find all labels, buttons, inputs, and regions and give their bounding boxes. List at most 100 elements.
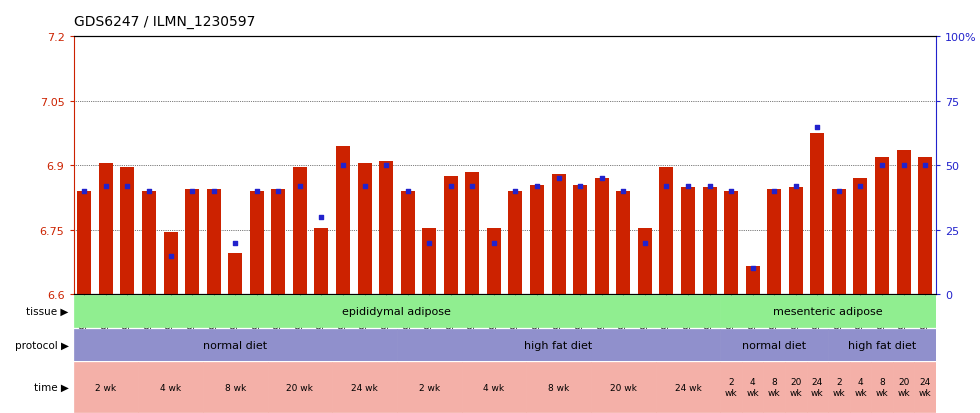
Point xyxy=(615,188,631,195)
Point xyxy=(314,214,329,221)
Point xyxy=(572,183,588,190)
Bar xyxy=(656,363,720,412)
Text: 20 wk: 20 wk xyxy=(286,383,314,392)
Bar xyxy=(250,192,264,294)
Point xyxy=(809,124,825,131)
Point xyxy=(745,266,760,272)
Point xyxy=(292,183,308,190)
Point xyxy=(551,176,566,182)
Text: 4 wk: 4 wk xyxy=(483,383,505,392)
Bar xyxy=(893,363,914,412)
Bar xyxy=(897,151,910,294)
Text: 2 wk: 2 wk xyxy=(418,383,440,392)
Bar xyxy=(401,192,415,294)
Bar xyxy=(74,329,397,361)
Point xyxy=(421,240,437,247)
Text: 24 wk: 24 wk xyxy=(674,383,702,392)
Point xyxy=(766,188,782,195)
Bar xyxy=(720,363,742,412)
Bar xyxy=(850,363,871,412)
Text: 24
wk: 24 wk xyxy=(919,377,931,397)
Point xyxy=(270,188,286,195)
Point xyxy=(853,183,868,190)
Text: GDS6247 / ILMN_1230597: GDS6247 / ILMN_1230597 xyxy=(74,15,255,29)
Text: 24
wk: 24 wk xyxy=(811,377,823,397)
Point xyxy=(120,183,135,190)
Bar xyxy=(789,188,803,294)
Point xyxy=(680,183,696,190)
Bar xyxy=(918,157,932,294)
Text: 20
wk: 20 wk xyxy=(898,377,909,397)
Bar xyxy=(397,329,720,361)
Bar xyxy=(444,177,458,294)
Point xyxy=(917,163,933,169)
Point xyxy=(874,163,890,169)
Text: 8
wk: 8 wk xyxy=(768,377,780,397)
Point xyxy=(141,188,157,195)
Point xyxy=(400,188,416,195)
Point xyxy=(788,183,804,190)
Bar xyxy=(268,363,332,412)
Bar xyxy=(121,168,134,294)
Text: 20
wk: 20 wk xyxy=(790,377,802,397)
Text: 4 wk: 4 wk xyxy=(160,383,181,392)
Bar xyxy=(854,179,867,294)
Bar xyxy=(724,192,738,294)
Point xyxy=(184,188,200,195)
Bar xyxy=(358,164,371,294)
Bar xyxy=(720,295,936,328)
Point xyxy=(508,188,523,195)
Bar xyxy=(742,363,763,412)
Bar xyxy=(164,233,177,294)
Bar xyxy=(785,363,807,412)
Point xyxy=(486,240,502,247)
Text: 24 wk: 24 wk xyxy=(351,383,378,392)
Bar xyxy=(871,363,893,412)
Bar xyxy=(807,363,828,412)
Bar xyxy=(832,190,846,294)
Point xyxy=(659,183,674,190)
Point xyxy=(443,183,459,190)
Point xyxy=(594,176,610,182)
Bar xyxy=(315,228,328,294)
Bar xyxy=(379,161,393,294)
Bar xyxy=(462,363,526,412)
Bar xyxy=(332,363,397,412)
Bar xyxy=(207,190,220,294)
Point xyxy=(249,188,265,195)
Point xyxy=(896,163,911,169)
Point xyxy=(98,183,114,190)
Bar xyxy=(77,192,91,294)
Text: protocol ▶: protocol ▶ xyxy=(15,340,69,350)
Bar xyxy=(99,164,113,294)
Bar xyxy=(828,329,936,361)
Bar xyxy=(397,363,462,412)
Point xyxy=(76,188,92,195)
Bar xyxy=(336,147,350,294)
Bar xyxy=(422,228,436,294)
Bar xyxy=(185,190,199,294)
Text: 4
wk: 4 wk xyxy=(855,377,866,397)
Point xyxy=(529,183,545,190)
Text: time ▶: time ▶ xyxy=(33,382,69,392)
Bar xyxy=(703,188,716,294)
Bar xyxy=(552,174,565,294)
Bar xyxy=(660,168,673,294)
Bar xyxy=(530,185,544,294)
Point xyxy=(831,188,847,195)
Text: epididymal adipose: epididymal adipose xyxy=(342,306,452,316)
Bar xyxy=(810,134,824,294)
Text: high fat diet: high fat diet xyxy=(848,340,916,350)
Point xyxy=(335,163,351,169)
Bar xyxy=(74,363,138,412)
Bar xyxy=(828,363,850,412)
Bar xyxy=(271,190,285,294)
Bar xyxy=(509,192,522,294)
Bar xyxy=(142,192,156,294)
Bar xyxy=(138,363,203,412)
Bar xyxy=(573,185,587,294)
Bar xyxy=(681,188,695,294)
Text: high fat diet: high fat diet xyxy=(524,340,593,350)
Text: 2
wk: 2 wk xyxy=(833,377,845,397)
Bar xyxy=(591,363,656,412)
